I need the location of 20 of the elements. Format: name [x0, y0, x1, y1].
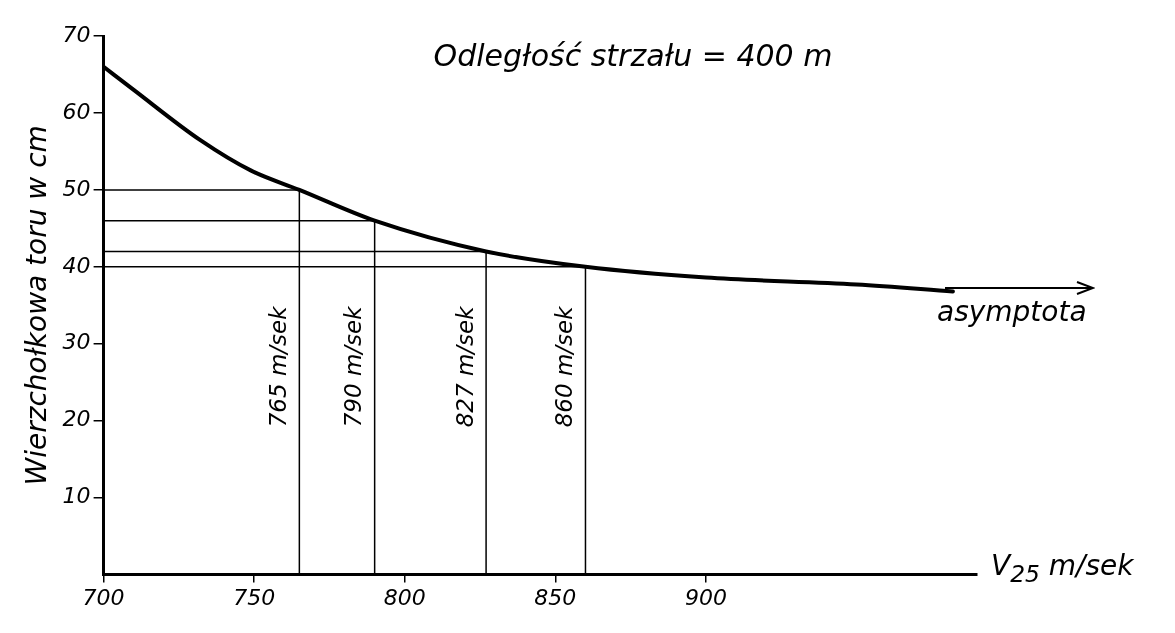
- x-tick-label: 900: [684, 584, 727, 610]
- ref-line-label: 860 m/sek: [550, 304, 577, 428]
- y-tick-label: 60: [62, 98, 91, 124]
- y-tick-label: 20: [62, 406, 91, 432]
- y-tick-label: 10: [62, 483, 91, 509]
- annotation: asymptota: [937, 294, 1088, 328]
- y-tick-label: 50: [62, 175, 91, 201]
- y-axis-title: Wierzchołkowa toru w cm: [20, 125, 54, 486]
- x-tick-label: 800: [383, 584, 426, 610]
- y-tick-label: 70: [62, 21, 91, 47]
- ref-line-label: 790 m/sek: [340, 304, 367, 428]
- annotation: Odległość strzału = 400 m: [433, 38, 833, 73]
- x-tick-label: 700: [82, 584, 125, 610]
- ref-line-label: 765 m/sek: [264, 304, 291, 428]
- y-tick-label: 40: [62, 252, 91, 278]
- ref-line-label: 827 m/sek: [451, 304, 478, 428]
- y-tick-label: 30: [62, 329, 91, 355]
- x-tick-label: 750: [233, 584, 276, 610]
- x-axis-title: V$_{25}$ m/sek: [991, 548, 1134, 588]
- x-tick-label: 850: [534, 584, 577, 610]
